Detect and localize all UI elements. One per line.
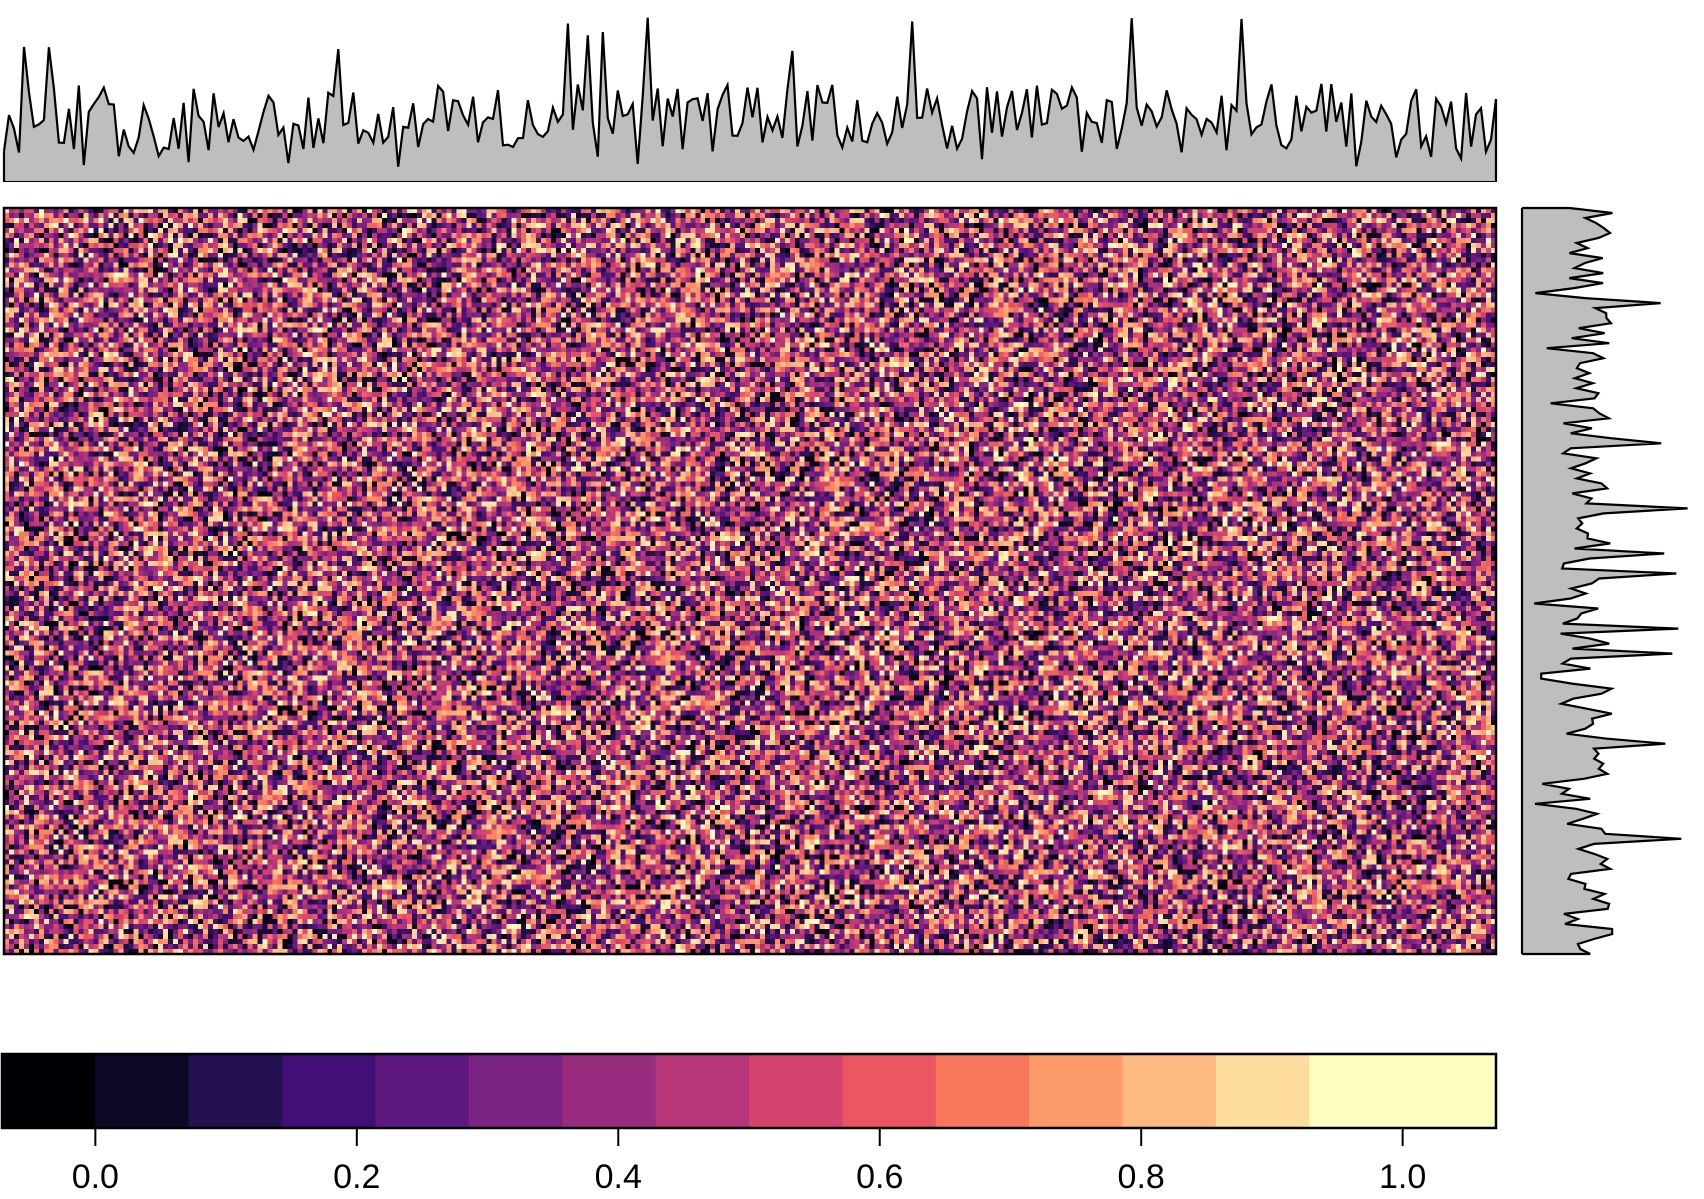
heatmap [4, 208, 1496, 954]
color-key-bin [188, 1054, 283, 1128]
top-profile-baseline [4, 181, 1496, 182]
color-key-bin [1309, 1054, 1404, 1128]
color-key-bin [1122, 1054, 1217, 1128]
color-key-bin [842, 1054, 937, 1128]
color-key-bin [655, 1054, 750, 1128]
right-profile-line [1534, 206, 1688, 955]
color-key-bin [2, 1054, 96, 1128]
color-key-bin [375, 1054, 470, 1128]
color-key-bin [749, 1054, 843, 1128]
color-key-tick-label: 0.2 [333, 1158, 380, 1194]
right-profile-area [1522, 208, 1688, 954]
heatmap-frame [2, 206, 1498, 956]
color-key-tick-label: 0.4 [595, 1158, 642, 1194]
color-key-bin [935, 1054, 1030, 1128]
color-key: 0.0 0.2 0.4 0.6 0.8 1.0 [0, 1052, 1498, 1196]
color-key-bin [282, 1054, 377, 1128]
right-marginal-profile [1520, 206, 1688, 956]
color-key-bin [1215, 1054, 1310, 1128]
color-key-bin [562, 1054, 657, 1128]
color-key-tick-label: 0.6 [856, 1158, 903, 1194]
color-key-bin [1402, 1054, 1497, 1128]
color-key-bin [468, 1054, 563, 1128]
top-profile-area [4, 17, 1496, 183]
color-key-bin [1029, 1054, 1124, 1128]
top-marginal-profile [2, 17, 1498, 183]
color-key-tick-label: 1.0 [1379, 1158, 1426, 1194]
color-key-bin [95, 1054, 190, 1128]
top-profile-line [2, 17, 1498, 167]
color-key-tick-label: 0.8 [1118, 1158, 1165, 1194]
color-key-tick-label: 0.0 [72, 1158, 119, 1194]
heatmap-cells [4, 208, 1496, 954]
